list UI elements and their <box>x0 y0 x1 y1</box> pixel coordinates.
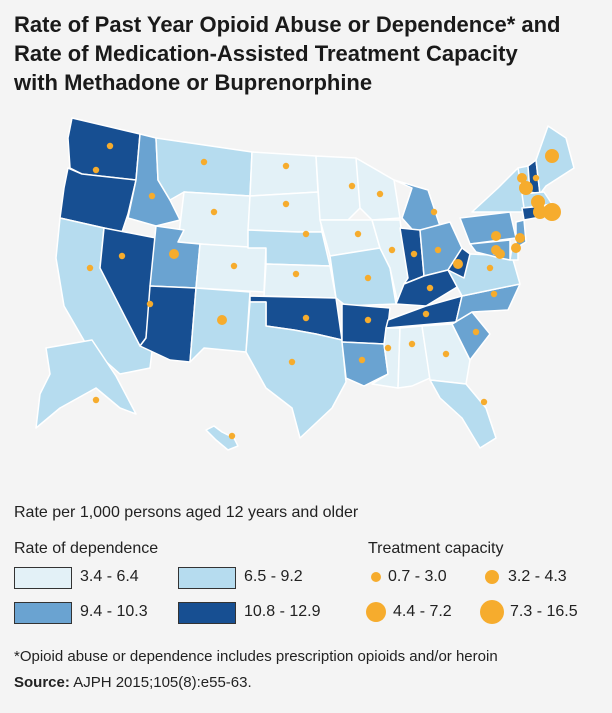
state-pa <box>459 211 517 245</box>
capacity-dot-sd <box>282 200 290 208</box>
source-label: Source: <box>14 674 70 691</box>
state-fl <box>429 379 497 449</box>
capacity-dot-in <box>410 250 418 258</box>
dependence-label-4: 10.8 - 12.9 <box>244 603 321 620</box>
capacity-dot-la <box>358 356 366 364</box>
capacity-dot-3 <box>366 602 386 622</box>
capacity-dot-ar <box>364 316 372 324</box>
capacity-label-1: 0.7 - 3.0 <box>388 568 447 585</box>
capacity-dot-oh <box>434 246 442 254</box>
state-tx <box>245 301 347 439</box>
capacity-dot-nh <box>532 174 540 182</box>
capacity-dot-ks <box>292 270 300 278</box>
capacity-dot-4 <box>480 600 504 624</box>
capacity-dot-ok <box>302 314 310 322</box>
capacity-dot-wi <box>376 190 384 198</box>
capacity-dot-mo <box>364 274 372 282</box>
state-sd <box>247 191 323 233</box>
capacity-dot-tx <box>288 358 296 366</box>
capacity-dot-de <box>511 243 521 253</box>
capacity-dot-ne <box>302 230 310 238</box>
capacity-dot-hi <box>228 432 236 440</box>
capacity-dot-pa <box>491 231 501 241</box>
capacity-label-4: 7.3 - 16.5 <box>510 603 578 620</box>
capacity-dot-ms <box>384 344 392 352</box>
capacity-dot-1 <box>371 572 381 582</box>
capacity-dot-vt <box>519 181 533 195</box>
capacity-dot-nc <box>490 290 498 298</box>
capacity-dot-az <box>146 300 154 308</box>
capacity-dot-me <box>545 149 559 163</box>
capacity-dot-wa <box>106 142 114 150</box>
state-wa <box>67 117 141 181</box>
state-wy <box>177 191 251 249</box>
state-az <box>139 285 197 363</box>
state-co <box>195 243 267 293</box>
capacity-dot-nv <box>118 252 126 260</box>
capacity-dot-mn <box>348 182 356 190</box>
capacity-dot-sc <box>472 328 480 336</box>
capacity-dot-fl <box>480 398 488 406</box>
capacity-dot-ia <box>354 230 362 238</box>
state-mt <box>155 137 253 201</box>
map-subtitle: Rate per 1,000 persons aged 12 years and… <box>14 504 359 521</box>
capacity-dot-wv <box>453 259 463 269</box>
capacity-dot-or <box>92 166 100 174</box>
us-choropleth-map <box>0 108 612 498</box>
source-text: AJPH 2015;105(8):e55-63. <box>69 674 252 691</box>
footnote: *Opioid abuse or dependence includes pre… <box>14 648 498 665</box>
map-canvas <box>35 117 575 451</box>
capacity-dot-nj <box>515 233 525 243</box>
capacity-dot-ct <box>533 205 547 219</box>
state-hi <box>205 425 239 451</box>
capacity-dot-il <box>388 246 396 254</box>
title-line-1: Rate of Past Year Opioid Abuse or Depend… <box>14 12 561 37</box>
dependence-swatch-4 <box>178 602 236 624</box>
dependence-legend-title: Rate of dependence <box>14 540 159 557</box>
capacity-legend-title: Treatment capacity <box>368 540 504 557</box>
state-shapes <box>35 117 575 451</box>
capacity-dot-wy <box>210 208 218 216</box>
capacity-dot-ky <box>426 284 434 292</box>
capacity-dot-ak <box>92 396 100 404</box>
dependence-swatch-2 <box>178 567 236 589</box>
chart-title: Rate of Past Year Opioid Abuse or Depend… <box>14 10 604 97</box>
capacity-label-3: 4.4 - 7.2 <box>393 603 452 620</box>
state-la <box>341 341 389 387</box>
dependence-label-3: 9.4 - 10.3 <box>80 603 148 620</box>
capacity-dot-al <box>408 340 416 348</box>
dependence-swatch-1 <box>14 567 72 589</box>
title-line-2: Rate of Medication-Assisted Treatment Ca… <box>14 41 518 66</box>
capacity-dots <box>86 142 561 440</box>
capacity-dot-ri <box>543 203 561 221</box>
capacity-dot-dc <box>491 245 501 255</box>
dependence-label-1: 3.4 - 6.4 <box>80 568 139 585</box>
state-nd <box>249 151 319 197</box>
state-al <box>397 325 431 389</box>
capacity-dot-nd <box>282 162 290 170</box>
capacity-label-2: 3.2 - 4.3 <box>508 568 567 585</box>
capacity-dot-va <box>486 264 494 272</box>
capacity-dot-ga <box>442 350 450 358</box>
state-ak <box>35 339 137 429</box>
capacity-dot-2 <box>485 570 499 584</box>
capacity-dot-mt <box>200 158 208 166</box>
capacity-dot-id <box>148 192 156 200</box>
state-ar <box>341 303 391 345</box>
source-line: Source: AJPH 2015;105(8):e55-63. <box>14 674 252 691</box>
capacity-dot-nm <box>217 315 227 325</box>
state-or <box>59 167 137 233</box>
capacity-dot-mi <box>430 208 438 216</box>
capacity-dot-tn <box>422 310 430 318</box>
state-nm <box>189 287 251 363</box>
dependence-swatch-3 <box>14 602 72 624</box>
capacity-dot-ut <box>169 249 179 259</box>
dependence-label-2: 6.5 - 9.2 <box>244 568 303 585</box>
state-ks <box>263 263 337 299</box>
capacity-dot-co <box>230 262 238 270</box>
state-wi <box>355 157 401 221</box>
capacity-dot-ca <box>86 264 94 272</box>
title-line-3: with Methadone or Buprenorphine <box>14 70 373 95</box>
capacity-dot-ny <box>517 173 527 183</box>
